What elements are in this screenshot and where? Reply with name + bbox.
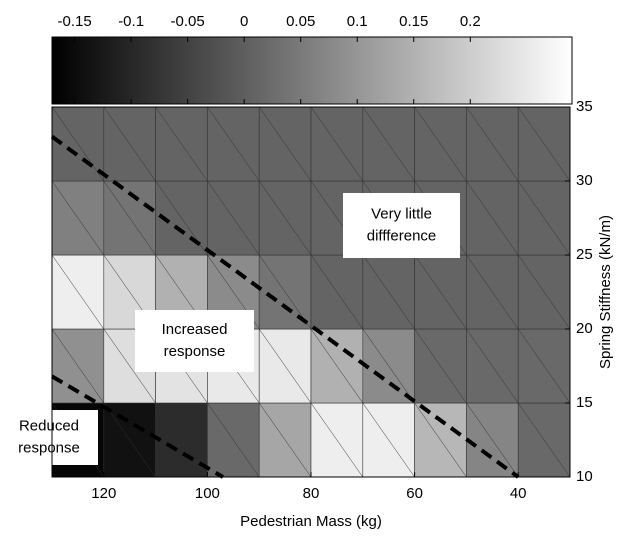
cell-hatch (362, 402, 415, 478)
annotation-box (0, 410, 98, 465)
colorbar-tick-label: 0.05 (286, 13, 315, 30)
cell-hatch (51, 180, 105, 256)
colorbar-tick-label: 0.1 (347, 13, 368, 30)
cell-hatch (310, 328, 364, 404)
x-tick-label: 60 (406, 485, 423, 502)
cell-hatch (414, 254, 467, 330)
y-tick-label: 25 (576, 246, 593, 263)
colorbar-tick-label: 0 (240, 13, 248, 30)
y-axis-label: Spring Stiffness (kN/m) (597, 215, 614, 369)
cell-hatch (414, 106, 467, 182)
colorbar (51, 36, 573, 105)
cell-hatch (414, 328, 467, 404)
annotation-text: Increased (162, 321, 228, 338)
cell-hatch (51, 254, 105, 330)
x-tick-label: 100 (195, 485, 220, 502)
y-tick-label: 35 (576, 98, 593, 115)
cell-hatch (517, 106, 571, 182)
colorbar-tick-label: -0.15 (58, 13, 92, 30)
cell-hatch (207, 106, 260, 182)
annotation-text: response (18, 439, 80, 456)
cell-hatch (103, 106, 156, 182)
colorbar-tick-label: 0.15 (399, 13, 428, 30)
annotation-box (343, 193, 460, 258)
cell-hatch (466, 180, 519, 256)
cell-hatch (51, 328, 105, 404)
cell-hatch (258, 180, 312, 256)
y-tick-label: 15 (576, 394, 593, 411)
cell-hatch (310, 254, 364, 330)
cell-hatch (362, 328, 415, 404)
cell-hatch (155, 106, 208, 182)
cell-hatch (466, 402, 519, 478)
x-axis-label: Pedestrian Mass (kg) (240, 513, 382, 530)
annotation-text: Reduced (19, 417, 79, 434)
x-tick-label: 80 (303, 485, 320, 502)
annotation-box (135, 310, 254, 372)
cell-hatch (517, 402, 571, 478)
x-tick-label: 40 (510, 485, 527, 502)
colorbar-tick-label: -0.05 (171, 13, 205, 30)
cell-hatch (207, 180, 260, 256)
cell-hatch (517, 180, 571, 256)
annotation-text: Very little (371, 205, 432, 222)
cell-hatch (258, 328, 312, 404)
cell-hatch (258, 254, 312, 330)
cell-hatch (466, 328, 519, 404)
cell-hatch (258, 106, 312, 182)
cell-hatch (362, 106, 415, 182)
cell-hatch (310, 402, 364, 478)
cell-hatch (362, 254, 415, 330)
colorbar-tick-label: -0.1 (118, 13, 144, 30)
y-tick-label: 10 (576, 468, 593, 485)
cell-hatch (517, 254, 571, 330)
annotation-text: response (164, 343, 226, 360)
dashed-boundary (50, 134, 520, 479)
cell-hatch (517, 328, 571, 404)
cell-hatch (103, 402, 156, 478)
colorbar-tick-label: 0.2 (460, 13, 481, 30)
cell-hatch (51, 106, 105, 182)
cell-hatch (414, 402, 467, 478)
cell-hatch (310, 106, 364, 182)
cell-hatch (466, 106, 519, 182)
cell-hatch (103, 328, 156, 404)
cell-hatch (207, 402, 260, 478)
dashed-boundary (50, 374, 224, 479)
x-tick-label: 120 (91, 485, 116, 502)
cell-hatch (258, 402, 312, 478)
cell-hatch (466, 254, 519, 330)
cell-hatch (103, 180, 156, 256)
annotation-text: diffference (367, 227, 437, 244)
y-tick-label: 20 (576, 320, 593, 337)
y-tick-label: 30 (576, 172, 593, 189)
